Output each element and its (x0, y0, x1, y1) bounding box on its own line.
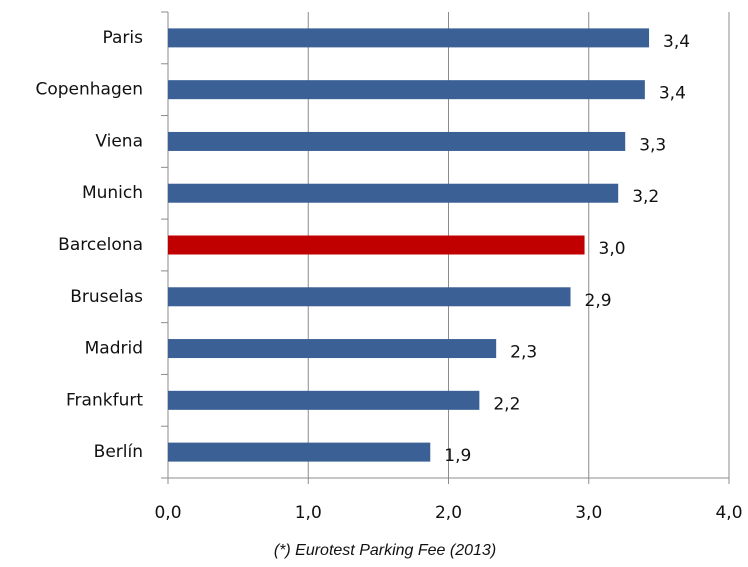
value-label: 2,3 (510, 343, 537, 363)
y-tick-label: Copenhagen (35, 80, 143, 100)
y-tick-label: Berlín (94, 442, 143, 462)
y-tick-label: Bruselas (70, 287, 143, 307)
value-label: 1,9 (444, 446, 471, 466)
footnote: (*) Eurotest Parking Fee (2013) (274, 542, 496, 559)
bar (168, 235, 585, 255)
x-tick-label: 0,0 (154, 503, 181, 523)
y-tick-label: Madrid (85, 339, 143, 359)
value-label: 2,2 (493, 394, 520, 414)
y-tick-label: Paris (103, 28, 144, 48)
bar (168, 28, 650, 48)
value-label: 3,2 (632, 187, 659, 207)
bar (168, 339, 497, 359)
x-tick-label: 4,0 (715, 503, 742, 523)
bar (168, 80, 645, 100)
bar (168, 183, 619, 203)
value-label: 3,4 (663, 32, 690, 52)
bar (168, 131, 626, 151)
y-tick-label: Frankfurt (66, 390, 143, 410)
bar (168, 287, 571, 307)
bar (168, 390, 480, 410)
value-label: 3,4 (659, 84, 686, 104)
y-tick-label: Viena (95, 131, 143, 151)
y-tick-label: Munich (82, 183, 143, 203)
x-tick-label: 3,0 (575, 503, 602, 523)
y-tick-label: Barcelona (58, 235, 143, 255)
value-label: 3,0 (599, 239, 626, 259)
value-label: 3,3 (639, 135, 666, 155)
x-tick-label: 2,0 (435, 503, 462, 523)
value-label: 2,9 (585, 291, 612, 311)
bar (168, 442, 431, 462)
x-tick-label: 1,0 (295, 503, 322, 523)
